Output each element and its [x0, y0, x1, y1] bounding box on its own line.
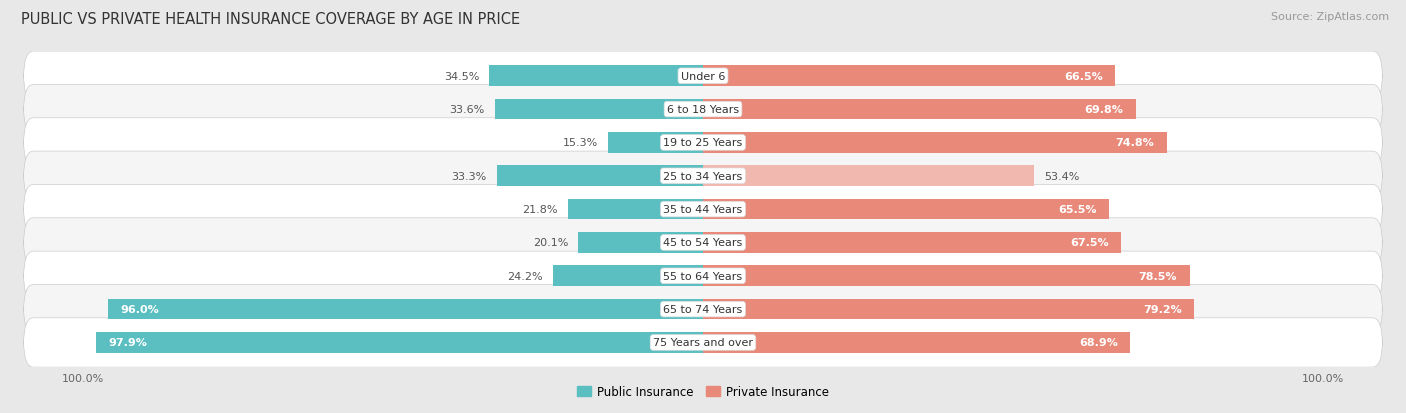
Text: 78.5%: 78.5% [1139, 271, 1177, 281]
Bar [553, 266, 703, 287]
Text: 67.5%: 67.5% [1070, 238, 1109, 248]
FancyBboxPatch shape [24, 52, 1382, 101]
Text: 35 to 44 Years: 35 to 44 Years [664, 204, 742, 215]
Bar [609, 133, 703, 153]
Text: PUBLIC VS PRIVATE HEALTH INSURANCE COVERAGE BY AGE IN PRICE: PUBLIC VS PRIVATE HEALTH INSURANCE COVER… [21, 12, 520, 27]
Bar [703, 332, 1130, 353]
Text: 33.3%: 33.3% [451, 171, 486, 181]
Bar [703, 66, 1115, 87]
Text: 33.6%: 33.6% [450, 105, 485, 115]
Text: 97.9%: 97.9% [108, 338, 148, 348]
Text: 24.2%: 24.2% [508, 271, 543, 281]
Text: 45 to 54 Years: 45 to 54 Years [664, 238, 742, 248]
FancyBboxPatch shape [24, 285, 1382, 334]
Text: 21.8%: 21.8% [523, 204, 558, 215]
Text: 34.5%: 34.5% [444, 71, 479, 81]
FancyBboxPatch shape [24, 119, 1382, 168]
Text: Under 6: Under 6 [681, 71, 725, 81]
Text: 65 to 74 Years: 65 to 74 Years [664, 304, 742, 314]
Bar [495, 100, 703, 120]
Text: 6 to 18 Years: 6 to 18 Years [666, 105, 740, 115]
Bar [108, 299, 703, 320]
Bar [578, 233, 703, 253]
Bar [703, 266, 1189, 287]
Bar [703, 100, 1136, 120]
Text: 69.8%: 69.8% [1084, 105, 1123, 115]
Bar [703, 133, 1167, 153]
Bar [568, 199, 703, 220]
FancyBboxPatch shape [24, 185, 1382, 234]
FancyBboxPatch shape [24, 85, 1382, 135]
Text: 74.8%: 74.8% [1115, 138, 1154, 148]
Text: 96.0%: 96.0% [121, 304, 159, 314]
Bar [96, 332, 703, 353]
Bar [703, 166, 1033, 187]
Bar [496, 166, 703, 187]
Text: 20.1%: 20.1% [533, 238, 568, 248]
Text: 66.5%: 66.5% [1064, 71, 1102, 81]
Bar [703, 299, 1194, 320]
Text: 15.3%: 15.3% [562, 138, 598, 148]
Text: 68.9%: 68.9% [1078, 338, 1118, 348]
Text: 19 to 25 Years: 19 to 25 Years [664, 138, 742, 148]
Text: 53.4%: 53.4% [1045, 171, 1080, 181]
Text: 55 to 64 Years: 55 to 64 Years [664, 271, 742, 281]
FancyBboxPatch shape [24, 152, 1382, 201]
Text: Source: ZipAtlas.com: Source: ZipAtlas.com [1271, 12, 1389, 22]
Text: 65.5%: 65.5% [1059, 204, 1097, 215]
Bar [703, 233, 1122, 253]
FancyBboxPatch shape [24, 318, 1382, 367]
Bar [489, 66, 703, 87]
FancyBboxPatch shape [24, 252, 1382, 301]
Text: 75 Years and over: 75 Years and over [652, 338, 754, 348]
FancyBboxPatch shape [24, 218, 1382, 268]
Text: 79.2%: 79.2% [1143, 304, 1181, 314]
Bar [703, 199, 1109, 220]
Text: 25 to 34 Years: 25 to 34 Years [664, 171, 742, 181]
Legend: Public Insurance, Private Insurance: Public Insurance, Private Insurance [572, 380, 834, 403]
